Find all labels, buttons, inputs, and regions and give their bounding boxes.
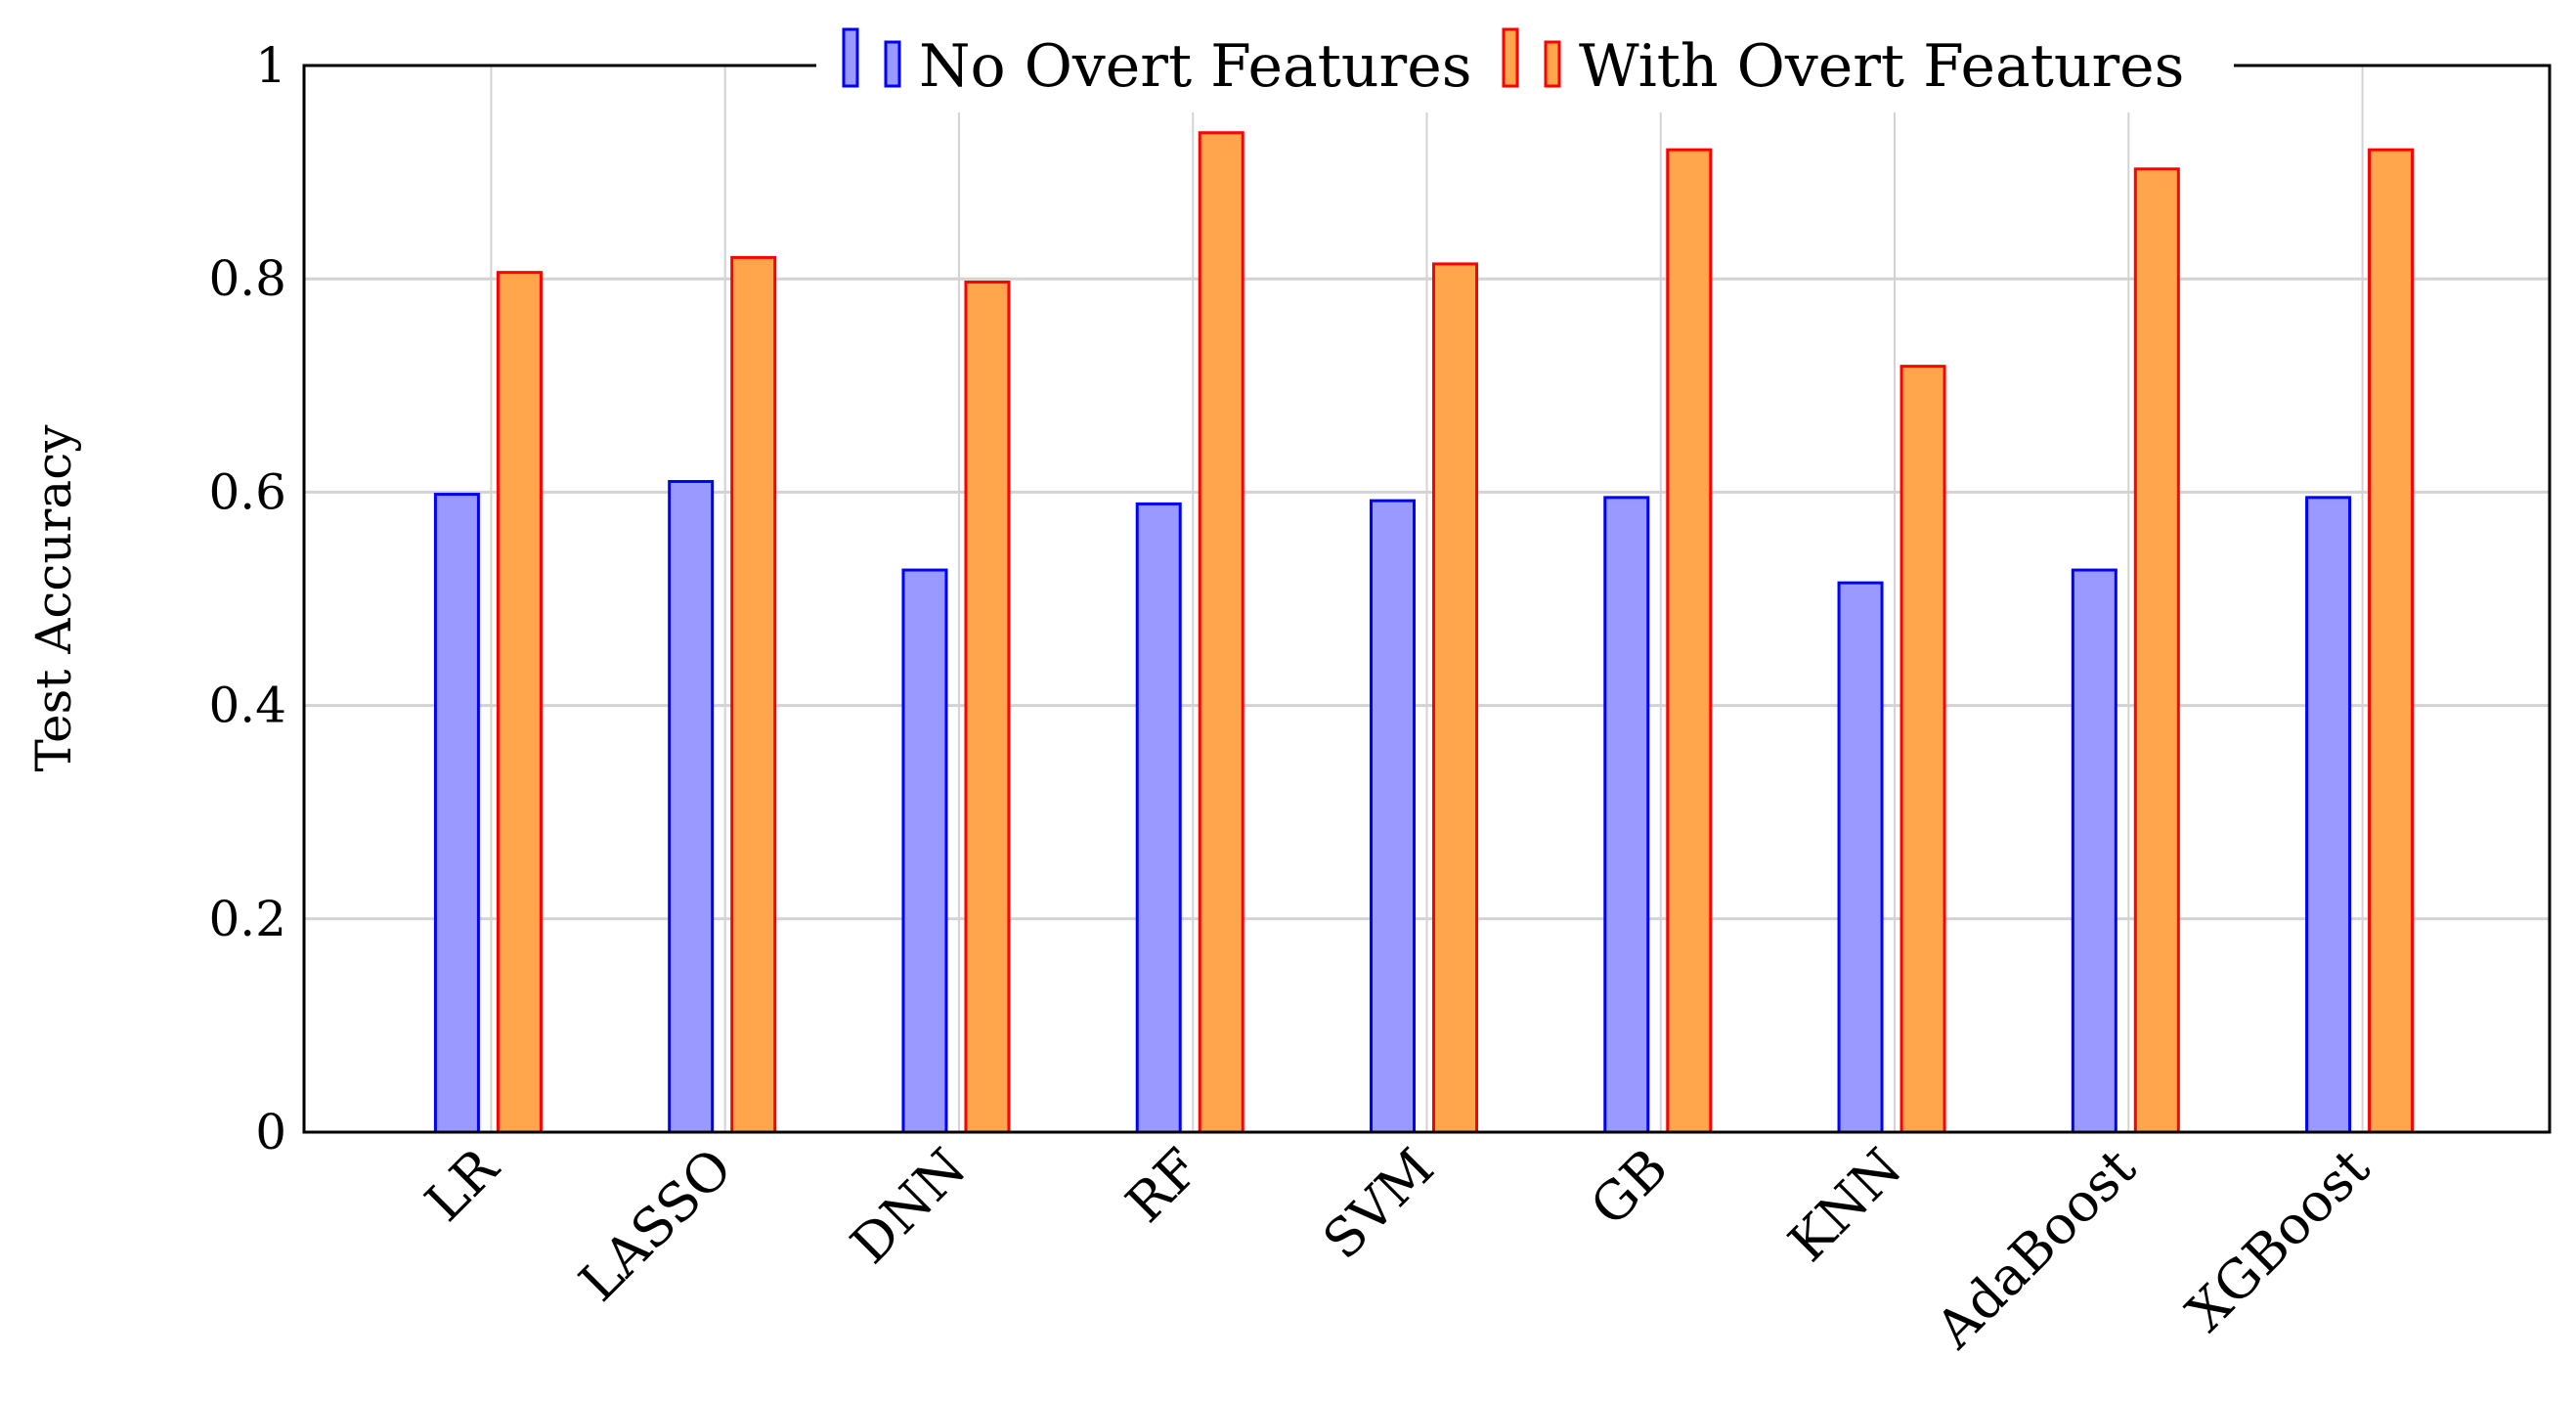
y-tick-label: 0.2 [208, 891, 286, 947]
legend-swatch-with-overt-b [1544, 40, 1561, 88]
bar-lasso-with-overt [730, 255, 777, 1134]
legend-swatch-with-overt-a [1502, 27, 1519, 88]
x-tick-label: SVM [1311, 1137, 1445, 1271]
legend-swatch-no-overt-b [884, 40, 901, 88]
bar-xgboost-no-overt [2305, 496, 2352, 1134]
y-tick-label: 0.8 [208, 250, 286, 307]
x-tick-label: XGBoost [2175, 1136, 2381, 1342]
bar-knn-no-overt [1837, 581, 1884, 1134]
bar-rf-no-overt [1135, 502, 1182, 1134]
bar-adaboost-no-overt [2071, 568, 2118, 1134]
legend-label-with-overt: With Overt Features [1579, 32, 2184, 101]
bar-svm-no-overt [1370, 499, 1416, 1134]
y-tick-label: 1 [255, 37, 286, 94]
x-tick-label: LR [414, 1136, 511, 1234]
y-tick-label: 0 [255, 1104, 286, 1160]
bar-knn-with-overt [1899, 365, 1946, 1134]
bar-rf-with-overt [1198, 131, 1244, 1134]
grid [304, 64, 2550, 1134]
bar-xgboost-with-overt [2368, 148, 2415, 1134]
x-ticks: LR LASSO DNN RF SVM GB KNN AdaBoost XGBoost [414, 1136, 2381, 1361]
x-tick-label: LASSO [567, 1137, 743, 1313]
bars [433, 131, 2415, 1134]
legend-label-no-overt: No Overt Features [919, 32, 1472, 101]
x-tick-label: DNN [839, 1137, 978, 1276]
bar-gb-with-overt [1666, 148, 1713, 1134]
bar-lr-no-overt [433, 493, 480, 1134]
x-tick-label: RF [1114, 1137, 1212, 1235]
legend: No Overt Features With Overt Features [816, 20, 2234, 112]
x-tick-label: KNN [1776, 1137, 1913, 1274]
legend-swatch-no-overt-a [842, 27, 859, 88]
bar-svm-with-overt [1432, 262, 1478, 1134]
y-tick-label: 0.4 [208, 678, 286, 734]
y-axis-label: Test Accuracy [25, 424, 82, 772]
bar-adaboost-with-overt [2133, 167, 2180, 1134]
y-ticks: 0 0.2 0.4 0.6 0.8 1 [208, 37, 286, 1160]
x-tick-label: AdaBoost [1923, 1136, 2147, 1360]
x-tick-label: GB [1579, 1137, 1680, 1238]
bar-dnn-no-overt [901, 568, 948, 1134]
bar-dnn-with-overt [964, 280, 1011, 1134]
bar-gb-no-overt [1603, 496, 1650, 1134]
bar-lr-with-overt [496, 271, 543, 1134]
y-tick-label: 0.6 [208, 463, 286, 520]
legend-background [816, 20, 2234, 112]
bar-lasso-no-overt [668, 479, 715, 1134]
